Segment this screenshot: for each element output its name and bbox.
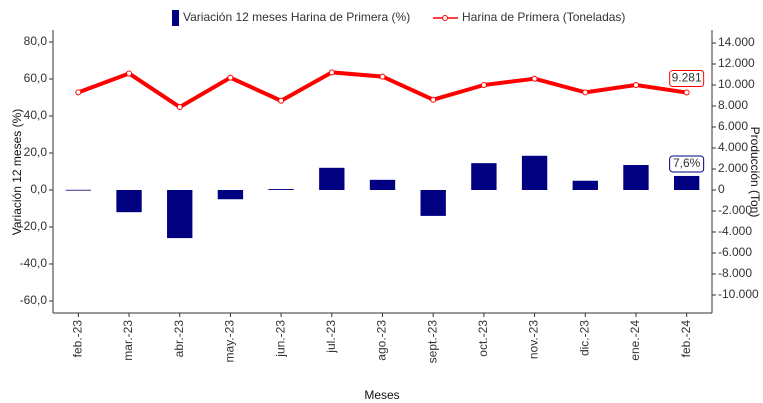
x-tick-label: may.-23 <box>223 320 237 363</box>
bar <box>268 189 294 190</box>
x-tick-label: nov.-23 <box>527 320 541 359</box>
y2-tick-label: 0 <box>718 182 725 196</box>
x-tick-label: oct.-23 <box>476 320 490 357</box>
x-tick-label: feb.-23 <box>71 320 85 358</box>
line-marker <box>126 70 133 77</box>
y2-tick-label: -6.000 <box>718 245 752 259</box>
legend-label: Variación 12 meses Harina de Primera (%) <box>183 10 410 24</box>
y-tick-label: -20,0 <box>20 219 48 233</box>
y-axis-title: Variación 12 meses (%) <box>10 109 24 236</box>
x-axis-title: Meses <box>364 388 399 402</box>
y-tick-label: -60,0 <box>20 293 48 307</box>
bar <box>65 189 92 191</box>
bar <box>369 179 396 190</box>
y2-tick-label: 8.000 <box>718 98 748 112</box>
line-marker <box>480 81 487 88</box>
line-marker <box>75 89 82 96</box>
y2-tick-label: -10.000 <box>718 287 759 301</box>
value-label: 9.281 <box>672 71 702 85</box>
line-marker <box>430 96 437 103</box>
line-marker <box>227 74 234 81</box>
line-marker <box>176 104 183 111</box>
bar <box>420 189 446 216</box>
bar <box>572 180 598 190</box>
bar <box>471 163 497 190</box>
y-tick-label: 80,0 <box>24 34 48 48</box>
y2-tick-label: -4.000 <box>718 224 752 238</box>
bar <box>217 189 244 200</box>
x-tick-label: feb.-24 <box>679 320 693 358</box>
legend-swatch <box>172 10 179 26</box>
x-tick-label: ago.-23 <box>375 320 389 361</box>
x-tick-label: abr.-23 <box>172 320 186 358</box>
bar <box>623 165 649 190</box>
x-tick-label: dic.-23 <box>577 320 591 356</box>
line-marker <box>328 69 335 76</box>
y-tick-label: 60,0 <box>24 71 48 85</box>
y2-tick-label: 10.000 <box>718 77 755 91</box>
line-marker <box>632 81 639 88</box>
bar <box>167 189 193 239</box>
line-marker <box>531 75 538 82</box>
y2-tick-label: 14.000 <box>718 35 755 49</box>
bar <box>319 167 345 190</box>
y2-tick-label: 12.000 <box>718 56 755 70</box>
y-tick-label: 0,0 <box>30 182 47 196</box>
y2-tick-label: -2.000 <box>718 203 752 217</box>
x-tick-label: mar.-23 <box>121 320 135 361</box>
line-marker <box>379 73 386 80</box>
bar <box>521 155 548 190</box>
bar <box>116 189 142 213</box>
value-label-box <box>669 155 705 173</box>
legend-label: Harina de Primera (Toneladas) <box>462 10 625 24</box>
legend-swatch <box>442 15 448 21</box>
y2-tick-label: 4.000 <box>718 140 748 154</box>
x-tick-label: ene.-24 <box>628 320 642 361</box>
y-tick-label: -40,0 <box>20 256 48 270</box>
y2-axis-title: Producción (Ton) <box>748 127 762 218</box>
y-tick-label: 20,0 <box>24 145 48 159</box>
y-tick-label: 40,0 <box>24 108 48 122</box>
x-tick-label: sept.-23 <box>425 320 439 364</box>
value-label-box <box>669 70 705 88</box>
bar <box>673 175 700 190</box>
x-tick-label: jul.-23 <box>324 320 338 354</box>
y2-tick-label: 6.000 <box>718 119 748 133</box>
y2-tick-label: 2.000 <box>718 161 748 175</box>
line-marker <box>582 89 589 96</box>
x-tick-label: jun.-23 <box>273 320 287 358</box>
value-label: 7,6% <box>673 156 701 170</box>
line-marker <box>278 97 285 104</box>
y2-tick-label: -8.000 <box>718 266 752 280</box>
line-marker <box>683 89 690 96</box>
